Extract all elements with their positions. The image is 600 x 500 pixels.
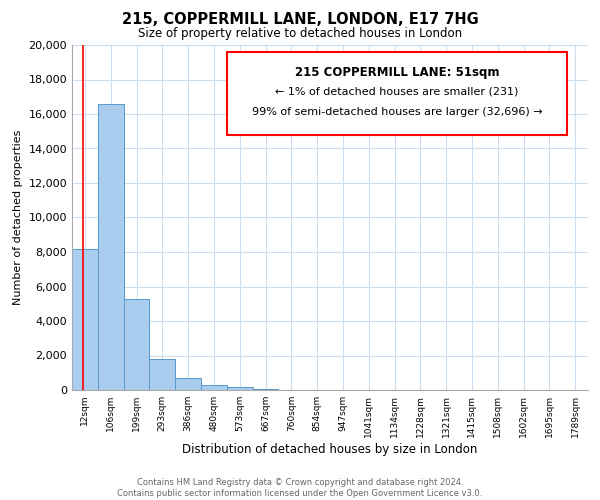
Text: ← 1% of detached houses are smaller (231): ← 1% of detached houses are smaller (231… [275,86,519,97]
Text: 215, COPPERMILL LANE, LONDON, E17 7HG: 215, COPPERMILL LANE, LONDON, E17 7HG [122,12,478,28]
Bar [98,104,124,390]
Y-axis label: Number of detached properties: Number of detached properties [13,130,23,305]
Text: Size of property relative to detached houses in London: Size of property relative to detached ho… [138,28,462,40]
Bar [175,378,201,390]
Bar [201,385,227,390]
Bar [149,359,175,390]
FancyBboxPatch shape [227,52,568,134]
Text: Contains HM Land Registry data © Crown copyright and database right 2024.
Contai: Contains HM Land Registry data © Crown c… [118,478,482,498]
Bar [253,388,278,390]
X-axis label: Distribution of detached houses by size in London: Distribution of detached houses by size … [182,442,478,456]
Bar [227,388,253,390]
Text: 99% of semi-detached houses are larger (32,696) →: 99% of semi-detached houses are larger (… [252,107,542,117]
Bar [72,248,98,390]
Text: 215 COPPERMILL LANE: 51sqm: 215 COPPERMILL LANE: 51sqm [295,66,499,78]
Bar [124,298,149,390]
